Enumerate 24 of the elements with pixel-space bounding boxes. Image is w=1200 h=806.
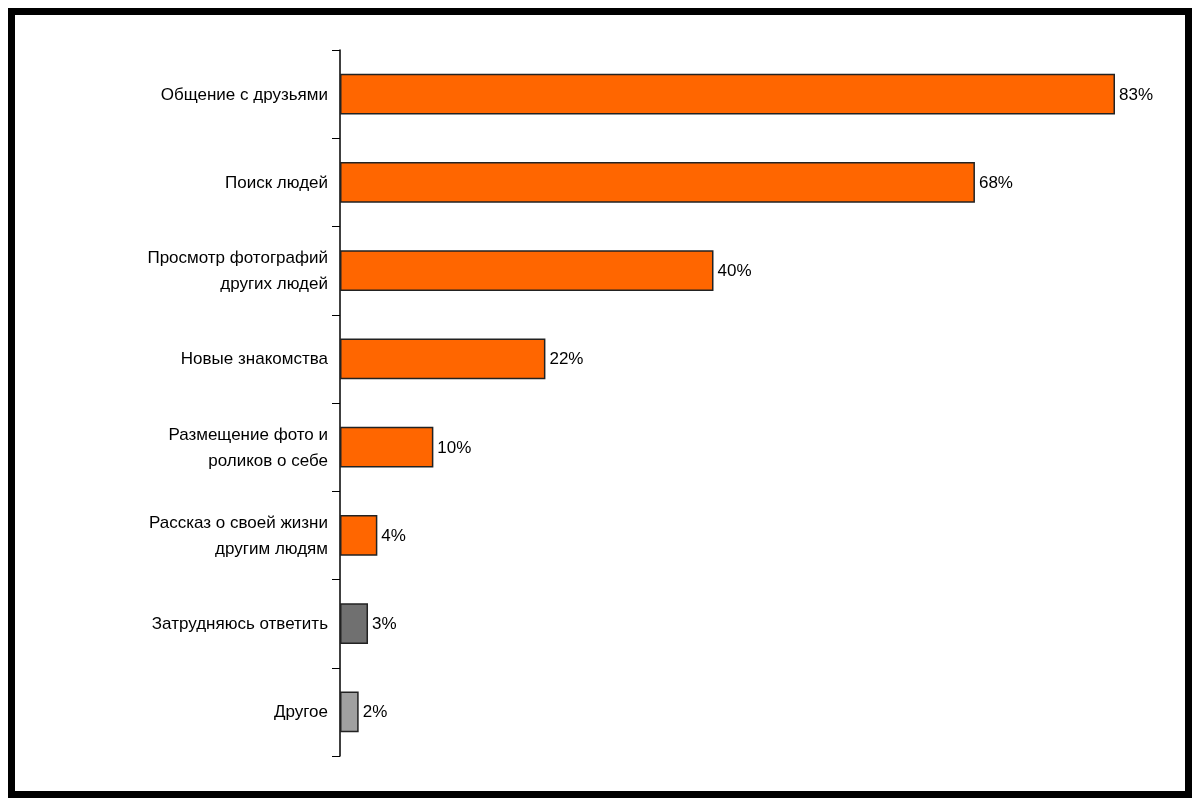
data-label: 2% <box>362 702 388 722</box>
bar <box>340 338 546 380</box>
y-tick-label: Размещение фото и роликов о себе <box>168 424 328 470</box>
bar <box>340 691 359 733</box>
y-tick-label: Другое <box>273 702 328 722</box>
data-label: 4% <box>381 525 406 545</box>
y-tick-label: Общение с друзьями <box>160 84 328 104</box>
data-label: 22% <box>549 349 584 369</box>
y-tick-label: Рассказ о своей жизни другим людям <box>148 512 328 558</box>
data-label: 40% <box>717 261 752 281</box>
bar <box>340 515 378 556</box>
bar <box>340 603 369 644</box>
data-label: 68% <box>978 172 1013 192</box>
bar <box>340 73 1115 115</box>
y-tick-label: Поиск людей <box>225 172 328 192</box>
data-label: 10% <box>437 437 472 457</box>
y-tick-label: Просмотр фотографий других людей <box>147 248 328 294</box>
bar <box>340 162 975 203</box>
bar <box>340 426 434 468</box>
y-tick-label: Новые знакомства <box>180 349 329 369</box>
y-tick-label: Затрудняюсь ответить <box>151 614 329 634</box>
data-label: 83% <box>1119 84 1154 104</box>
data-label: 3% <box>372 614 397 634</box>
bar <box>340 250 714 291</box>
